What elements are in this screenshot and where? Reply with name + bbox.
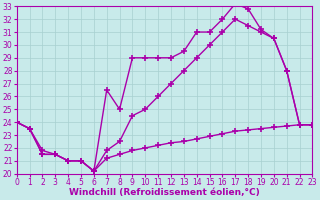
X-axis label: Windchill (Refroidissement éolien,°C): Windchill (Refroidissement éolien,°C) — [69, 188, 260, 197]
